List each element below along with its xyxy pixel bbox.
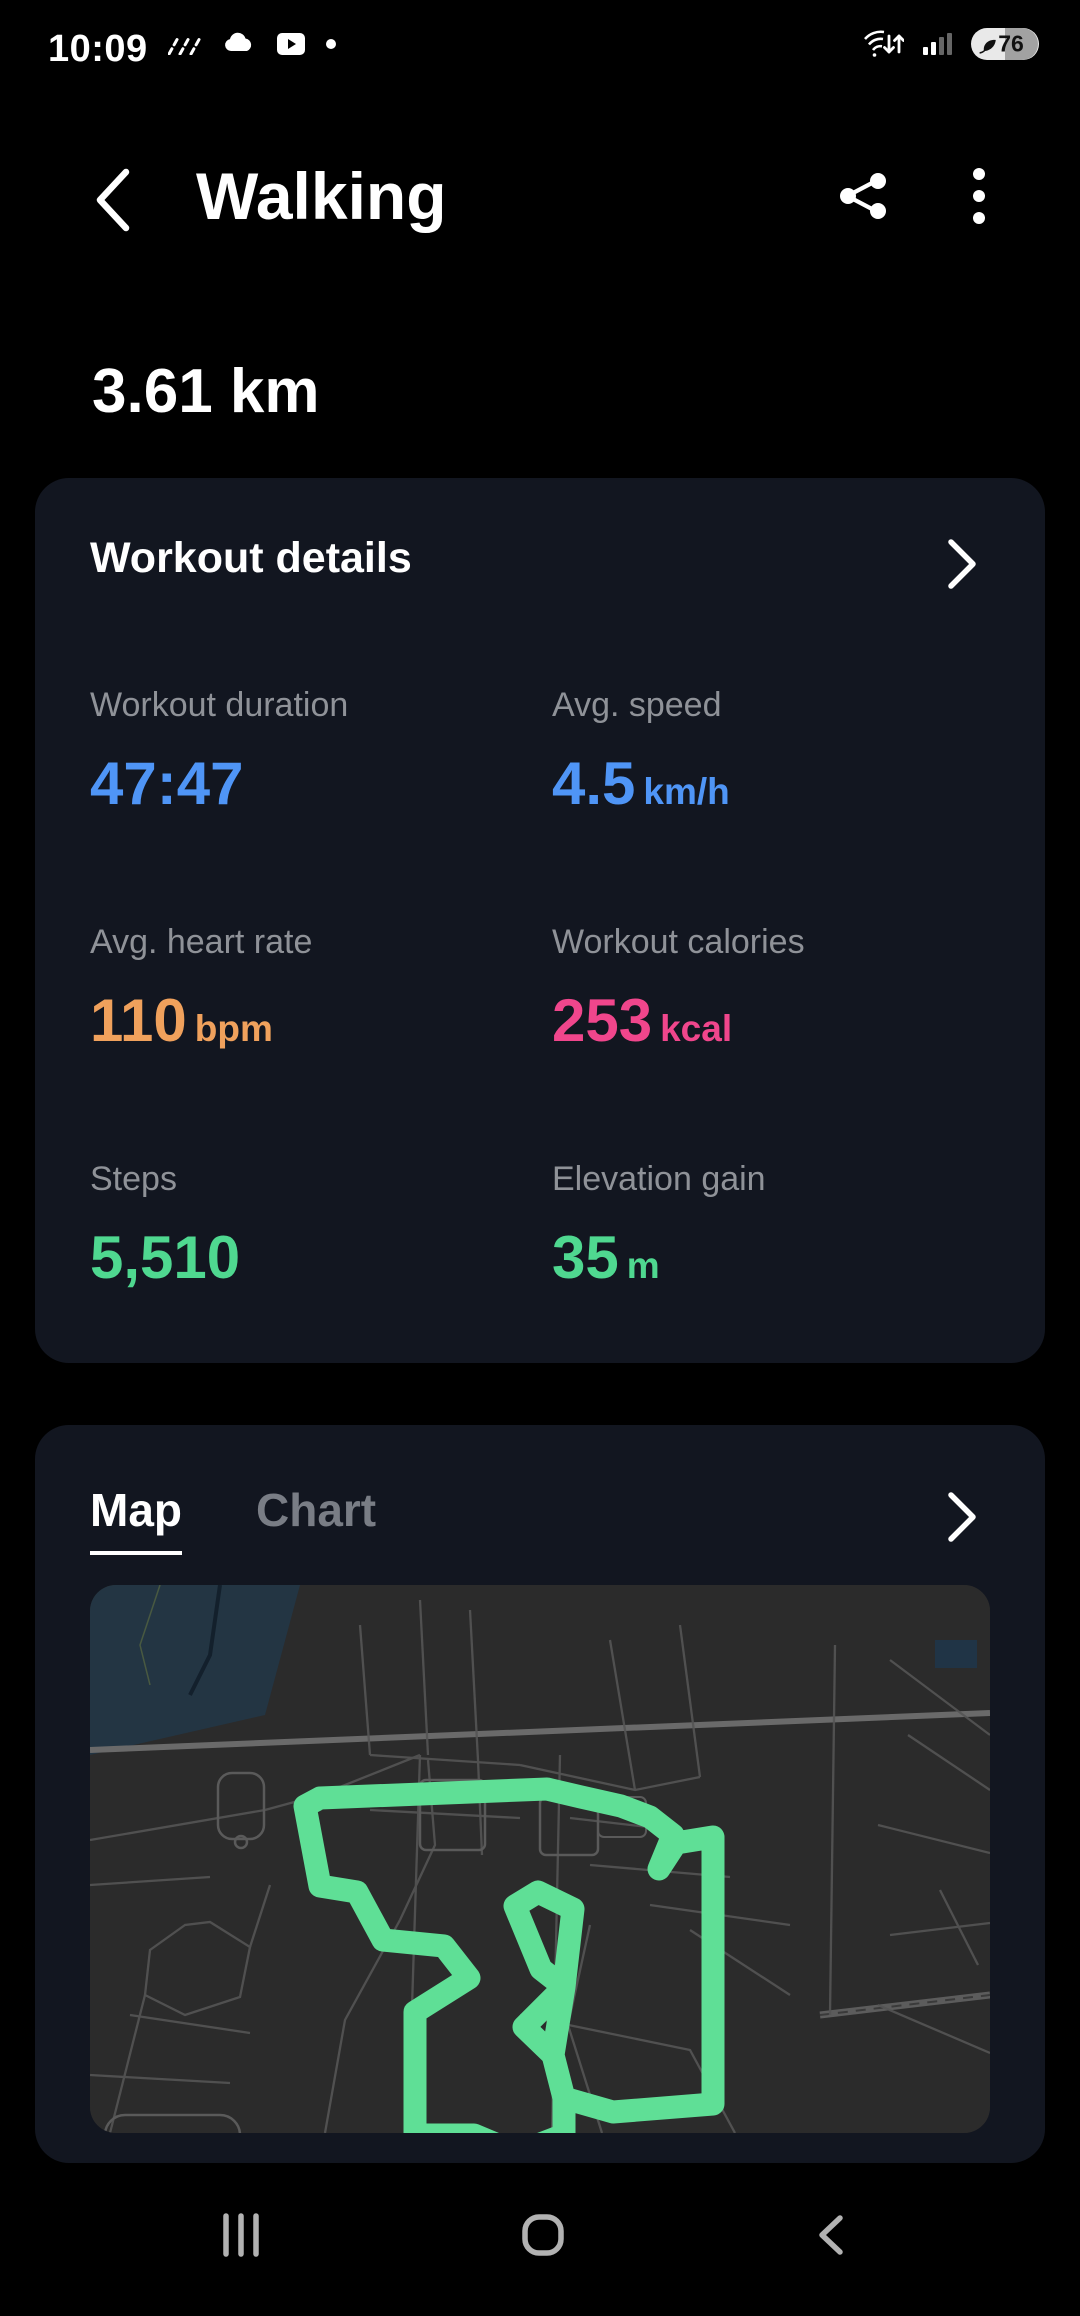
svg-text:76: 76 bbox=[998, 31, 1024, 57]
